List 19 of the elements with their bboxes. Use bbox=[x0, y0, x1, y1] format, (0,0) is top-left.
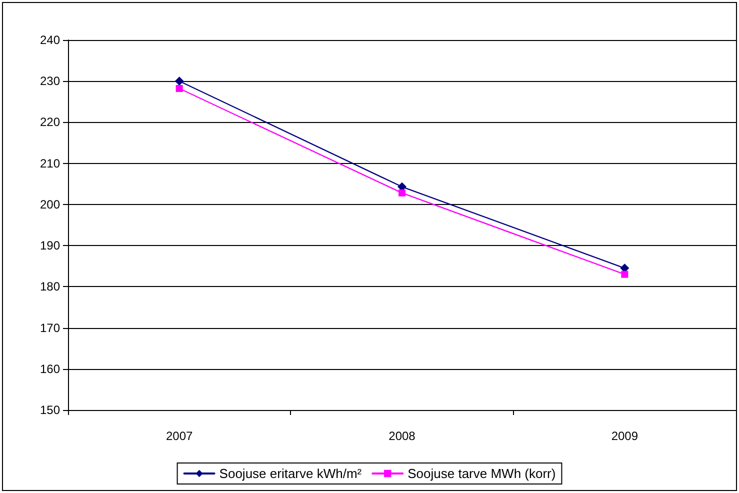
y-tick-label: 180 bbox=[40, 280, 60, 294]
y-tick-label: 200 bbox=[40, 197, 60, 212]
x-tick-label: 2008 bbox=[388, 429, 416, 443]
point bbox=[174, 76, 184, 86]
y-tick-label: 230 bbox=[40, 74, 60, 88]
legend-label: Soojuse tarve MWh (korr) bbox=[408, 466, 556, 481]
point bbox=[621, 270, 628, 278]
y-tick-label: 190 bbox=[40, 238, 60, 253]
y-tick-label: 220 bbox=[40, 115, 60, 130]
y-tick-label: 170 bbox=[40, 320, 60, 335]
legend-label: Soojuse eritarve kWh/m² bbox=[219, 466, 362, 481]
y-tick-label: 210 bbox=[40, 156, 60, 170]
point bbox=[398, 189, 406, 196]
x-tick-label: 2009 bbox=[611, 429, 638, 443]
x-tick-label: 2007 bbox=[166, 429, 194, 443]
y-tick-label: 150 bbox=[40, 403, 60, 417]
point bbox=[176, 85, 183, 92]
y-tick-label: 160 bbox=[40, 362, 60, 376]
y-tick-label: 240 bbox=[40, 33, 60, 47]
